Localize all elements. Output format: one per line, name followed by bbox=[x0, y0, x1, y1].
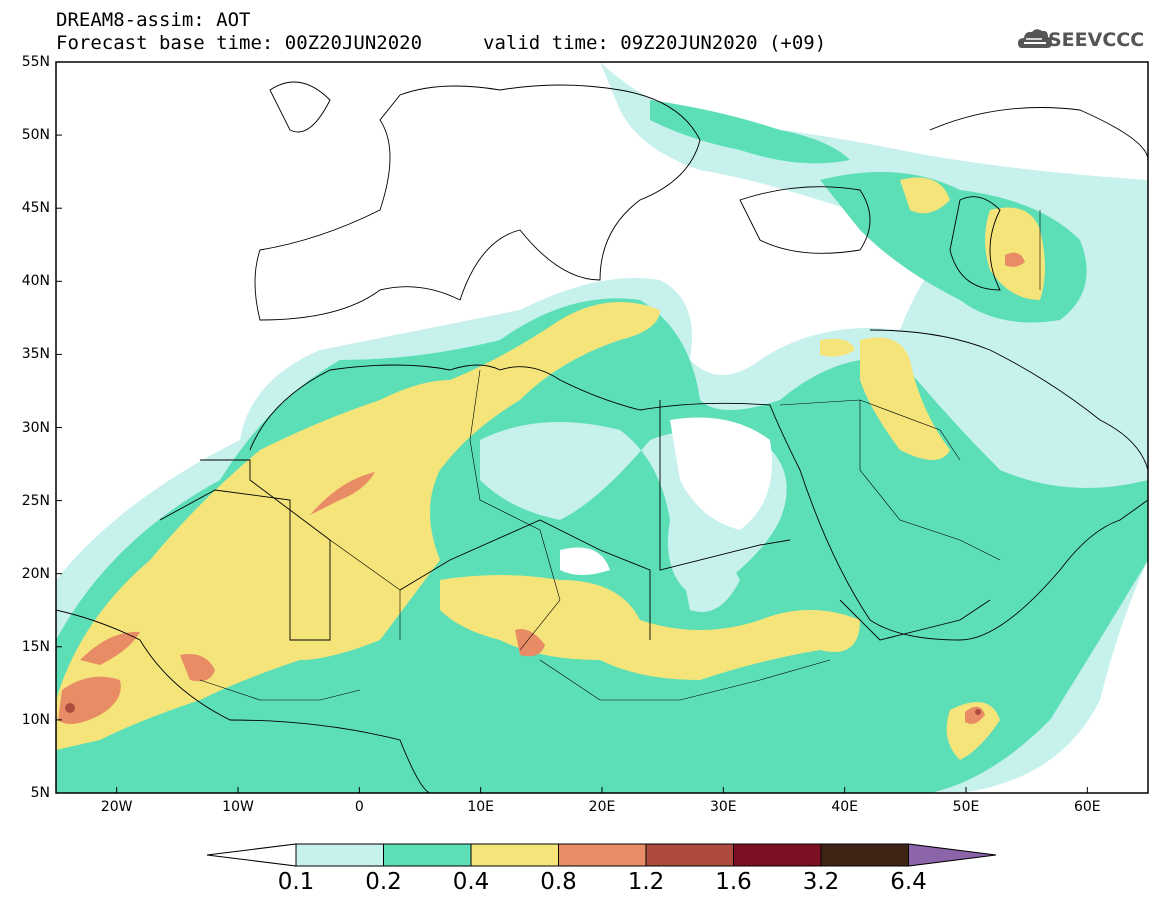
map-title: DREAM8-assim: AOT bbox=[56, 9, 251, 31]
colorbar-level-label: 0.2 bbox=[365, 869, 402, 895]
colorbar-level-label: 0.4 bbox=[452, 869, 490, 895]
lon-label: 0 bbox=[354, 799, 364, 815]
coastlines bbox=[56, 81, 1148, 793]
lat-label: 30N bbox=[21, 419, 50, 436]
cloud-logo-icon bbox=[1018, 29, 1052, 48]
valid-time: valid time: 09Z20JUN2020 (+09) bbox=[483, 32, 827, 54]
forecast-base-time: Forecast base time: 00Z20JUN2020 bbox=[56, 32, 423, 54]
lat-label: 45N bbox=[21, 200, 50, 217]
lon-label: 10E bbox=[467, 799, 494, 815]
lat-label: 35N bbox=[21, 346, 50, 363]
lon-label: 40E bbox=[831, 799, 858, 815]
lat-label: 40N bbox=[21, 273, 50, 290]
colorbar-level-label: 0.1 bbox=[277, 869, 315, 895]
lon-label: 60E bbox=[1073, 799, 1101, 815]
lat-label: 25N bbox=[21, 492, 50, 509]
logo-text: SEEVCCC bbox=[1048, 29, 1145, 51]
lat-label: 15N bbox=[21, 638, 50, 655]
lat-label: 55N bbox=[21, 54, 50, 70]
lon-label: 20W bbox=[100, 799, 133, 815]
lon-label: 30E bbox=[709, 799, 737, 815]
colorbar-level-label: 3.2 bbox=[802, 869, 840, 895]
lat-label: 20N bbox=[21, 565, 50, 582]
lat-label: 5N bbox=[30, 785, 50, 801]
colorbar-level-label: 6.4 bbox=[890, 869, 927, 895]
colorbar-level-label: 1.6 bbox=[715, 869, 752, 895]
lon-label: 10W bbox=[222, 799, 254, 815]
country-borders bbox=[199, 210, 1041, 701]
colorbar-level-label: 1.2 bbox=[627, 869, 665, 895]
aot-contour-0.8 bbox=[58, 252, 1025, 724]
lon-label: 20E bbox=[588, 799, 616, 815]
lat-label: 10N bbox=[21, 711, 50, 728]
colorbar-level-label: 0.8 bbox=[540, 869, 577, 895]
lon-label: 50E bbox=[952, 799, 980, 815]
lat-label: 50N bbox=[21, 127, 50, 144]
